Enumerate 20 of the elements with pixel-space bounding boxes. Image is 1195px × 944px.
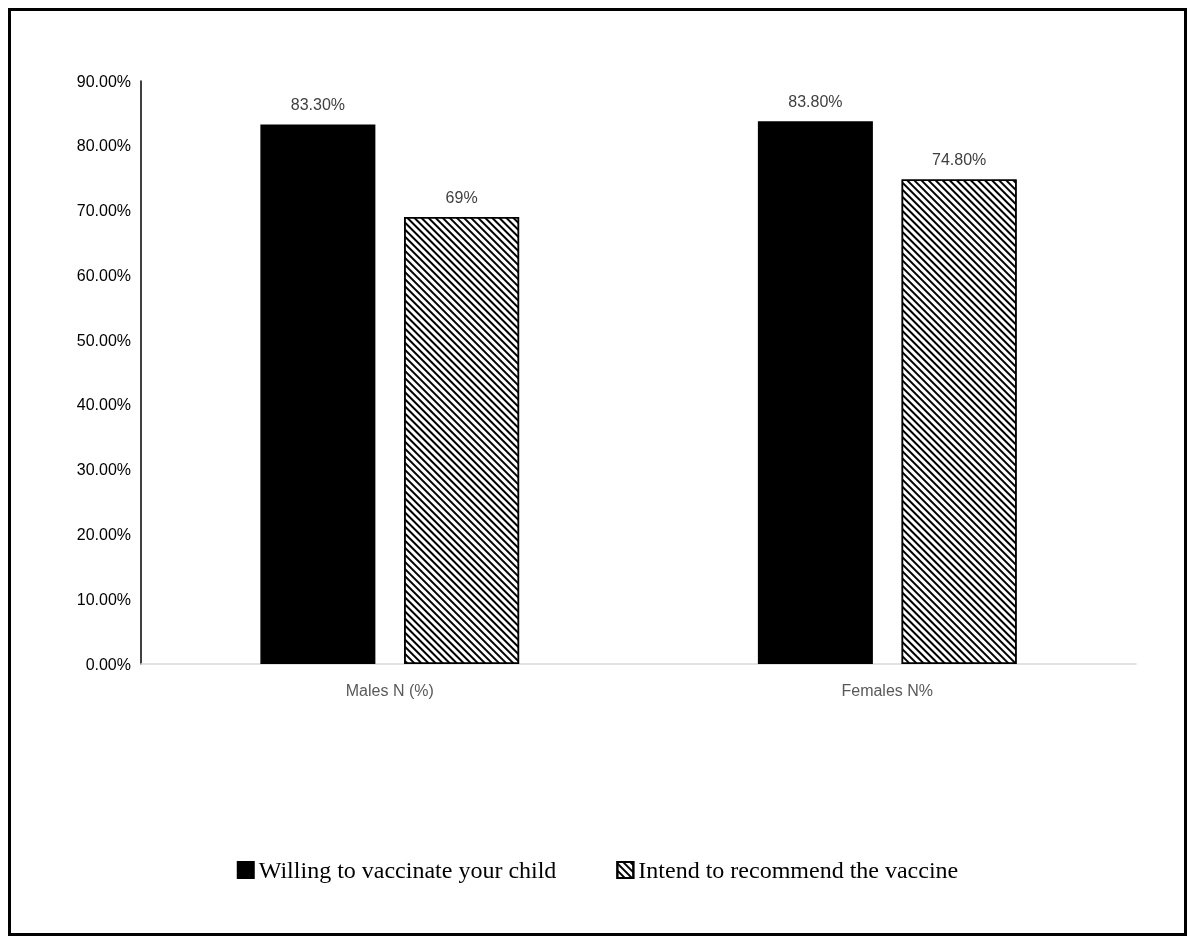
data-label: 83.80% xyxy=(788,92,843,110)
y-tick-label: 30.00% xyxy=(76,461,131,479)
legend-label: Willing to vaccinate your child xyxy=(258,857,557,883)
x-tick-label: Females N% xyxy=(841,681,934,699)
y-tick-label: 20.00% xyxy=(76,525,131,543)
y-tick-label: 70.00% xyxy=(76,202,131,220)
y-tick-label: 50.00% xyxy=(76,331,131,349)
data-label: 69% xyxy=(445,188,478,206)
bar xyxy=(757,121,873,664)
bar xyxy=(260,124,376,664)
data-label: 83.30% xyxy=(290,95,346,113)
y-tick-label: 60.00% xyxy=(76,266,131,284)
y-tick-label: 0.00% xyxy=(85,655,131,673)
y-tick-label: 90.00% xyxy=(76,72,131,90)
legend-label: Intend to recommend the vaccine xyxy=(638,857,959,883)
y-tick-label: 40.00% xyxy=(76,396,131,414)
x-tick-label: Males N (%) xyxy=(345,681,434,699)
y-tick-label: 80.00% xyxy=(76,137,131,155)
y-tick-label: 10.00% xyxy=(76,590,131,608)
data-label: 74.80% xyxy=(931,150,987,168)
